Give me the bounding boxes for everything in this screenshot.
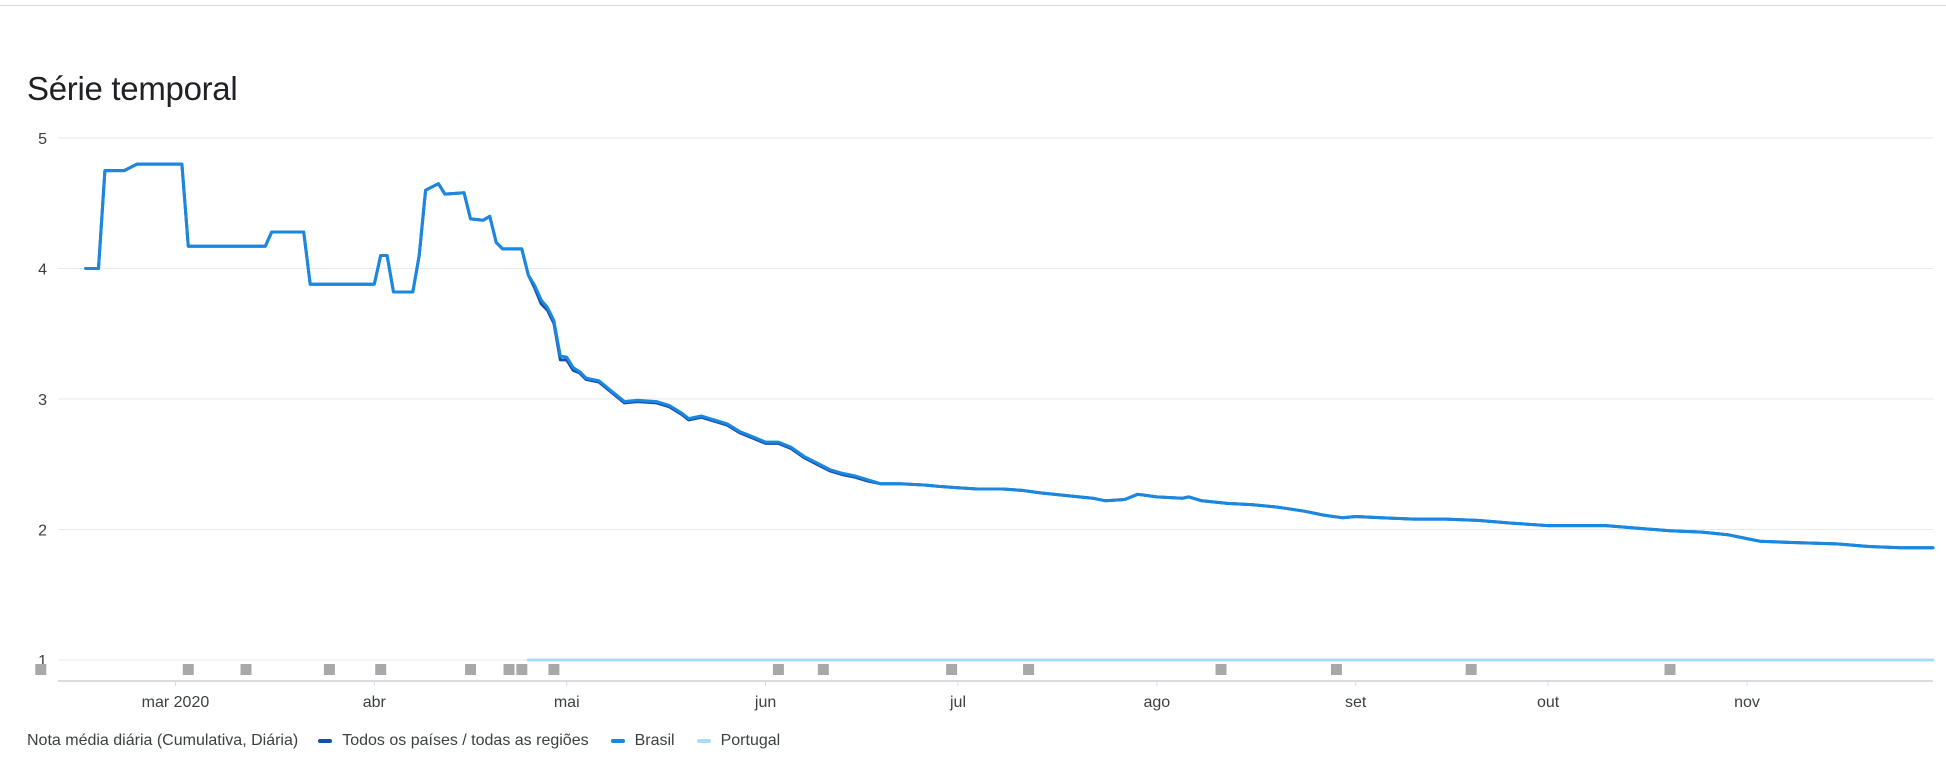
legend-item-brasil[interactable]: Brasil xyxy=(610,732,675,750)
annotation-marker[interactable] xyxy=(516,664,528,675)
annotation-marker[interactable] xyxy=(182,664,194,675)
annotation-marker[interactable] xyxy=(1330,664,1342,675)
legend-swatch-all-countries xyxy=(318,739,333,743)
x-tick-label: out xyxy=(1537,694,1560,711)
y-tick-label: 3 xyxy=(38,392,47,409)
y-axis: 1 2 3 4 5 xyxy=(38,131,47,670)
x-tick-label: mai xyxy=(554,694,580,711)
annotation-marker[interactable] xyxy=(817,664,829,675)
annotation-marker[interactable] xyxy=(465,664,477,675)
x-tick-label: mar 2020 xyxy=(142,694,210,711)
legend-label-all-countries: Todos os países / todas as regiões xyxy=(342,732,589,749)
annotation-marker[interactable] xyxy=(1023,664,1035,675)
legend-swatch-portugal xyxy=(696,739,711,743)
series-line-brasil xyxy=(84,162,1935,550)
chart-series xyxy=(84,162,1935,662)
x-tick-label: ago xyxy=(1144,694,1171,711)
annotation-marker[interactable] xyxy=(1664,664,1676,675)
x-tick-label: set xyxy=(1345,694,1367,711)
x-tick-label: jun xyxy=(754,694,776,711)
annotation-marker[interactable] xyxy=(240,664,252,675)
legend-item-all-countries[interactable]: Todos os países / todas as regiões xyxy=(318,732,589,750)
annotation-marker[interactable] xyxy=(1465,664,1477,675)
legend-label-portugal: Portugal xyxy=(720,732,781,749)
legend-swatch-brasil xyxy=(610,739,625,743)
chart-gridlines xyxy=(58,137,1933,661)
annotation-marker[interactable] xyxy=(1215,664,1227,675)
x-tick-label: abr xyxy=(363,694,387,711)
y-tick-label: 5 xyxy=(38,131,47,148)
annotation-marker[interactable] xyxy=(946,664,958,675)
y-tick-label: 4 xyxy=(38,262,47,279)
legend-metric-label[interactable]: Nota média diária (Cumulativa, Diária) xyxy=(27,732,299,749)
annotation-marker[interactable] xyxy=(548,664,560,675)
page-title: Série temporal xyxy=(27,70,238,107)
annotation-marker[interactable] xyxy=(503,664,515,675)
x-axis: mar 2020 abr mai jun jul ago set out nov xyxy=(58,680,1933,711)
annotation-marker[interactable] xyxy=(323,664,335,675)
legend-label-brasil: Brasil xyxy=(634,732,675,749)
annotation-marker[interactable] xyxy=(772,664,784,675)
y-tick-label: 1 xyxy=(38,653,47,670)
annotation-markers[interactable] xyxy=(35,664,1676,675)
x-tick-label: nov xyxy=(1734,694,1760,711)
annotation-marker[interactable] xyxy=(375,664,387,675)
annotation-marker[interactable] xyxy=(35,664,47,675)
top-divider xyxy=(0,5,1946,6)
y-tick-label: 2 xyxy=(38,523,47,540)
legend-item-portugal[interactable]: Portugal xyxy=(696,732,781,750)
x-tick-label: jul xyxy=(949,694,966,711)
chart-legend: Nota média diária (Cumulativa, Diária) T… xyxy=(27,730,802,752)
